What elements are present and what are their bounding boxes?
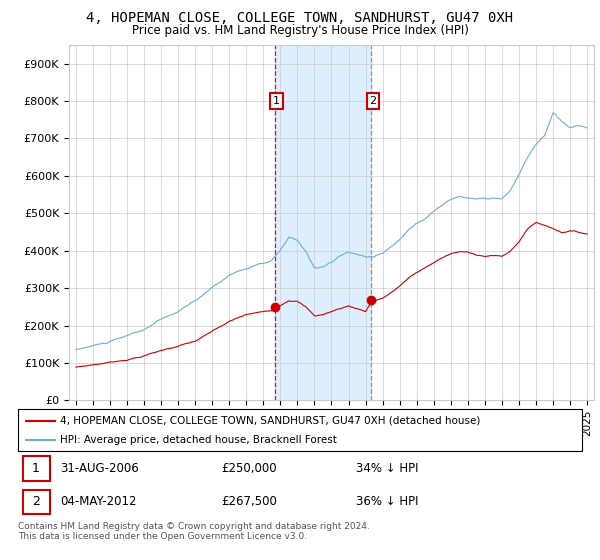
Bar bbox=[275, 45, 371, 400]
Text: Price paid vs. HM Land Registry's House Price Index (HPI): Price paid vs. HM Land Registry's House … bbox=[131, 24, 469, 36]
Text: £267,500: £267,500 bbox=[221, 496, 277, 508]
Text: HPI: Average price, detached house, Bracknell Forest: HPI: Average price, detached house, Brac… bbox=[60, 435, 337, 445]
Text: £250,000: £250,000 bbox=[221, 462, 277, 475]
Text: 34% ↓ HPI: 34% ↓ HPI bbox=[356, 462, 419, 475]
Text: 2: 2 bbox=[370, 96, 377, 106]
Text: 2: 2 bbox=[32, 496, 40, 508]
Text: 36% ↓ HPI: 36% ↓ HPI bbox=[356, 496, 419, 508]
Text: 04-MAY-2012: 04-MAY-2012 bbox=[60, 496, 137, 508]
Text: 4, HOPEMAN CLOSE, COLLEGE TOWN, SANDHURST, GU47 0XH (detached house): 4, HOPEMAN CLOSE, COLLEGE TOWN, SANDHURS… bbox=[60, 416, 481, 426]
FancyBboxPatch shape bbox=[23, 456, 50, 480]
Text: 1: 1 bbox=[273, 96, 280, 106]
Text: 1: 1 bbox=[32, 462, 40, 475]
Text: 4, HOPEMAN CLOSE, COLLEGE TOWN, SANDHURST, GU47 0XH: 4, HOPEMAN CLOSE, COLLEGE TOWN, SANDHURS… bbox=[86, 11, 514, 25]
FancyBboxPatch shape bbox=[23, 489, 50, 514]
Text: 31-AUG-2006: 31-AUG-2006 bbox=[60, 462, 139, 475]
FancyBboxPatch shape bbox=[18, 409, 582, 451]
Text: Contains HM Land Registry data © Crown copyright and database right 2024.
This d: Contains HM Land Registry data © Crown c… bbox=[18, 522, 370, 542]
